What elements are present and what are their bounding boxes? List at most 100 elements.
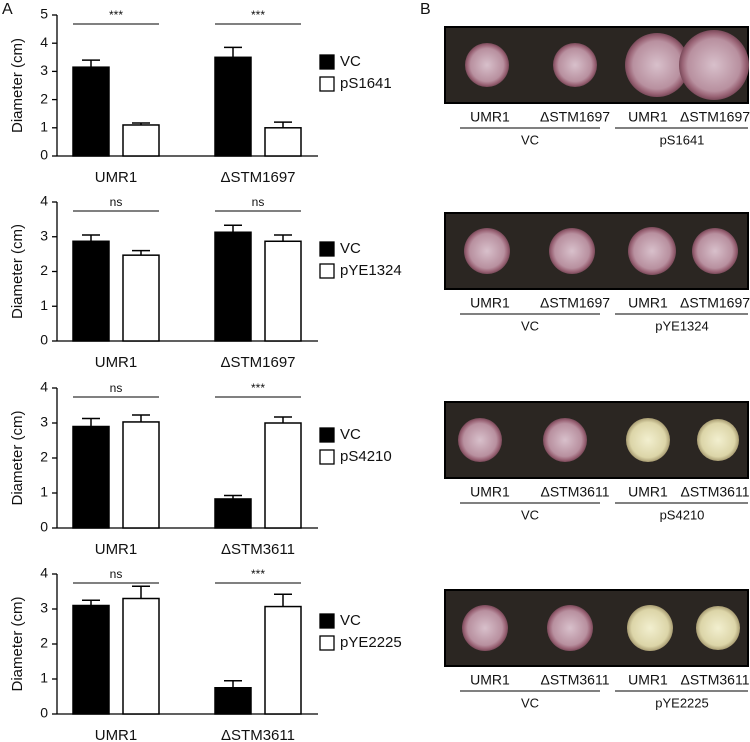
colony (626, 418, 670, 462)
y-tick-label: 2 (40, 262, 48, 278)
strain-label: ΔSTM3611 (680, 484, 749, 500)
y-tick-label: 1 (40, 670, 48, 686)
group-label: pS4210 (660, 507, 705, 522)
y-axis-label: Diameter (cm) (9, 224, 26, 319)
colony (462, 605, 508, 651)
legend-label: pYE2225 (340, 634, 402, 651)
strain-label: UMR1 (470, 484, 510, 500)
x-tick-label: UMR1 (95, 169, 138, 186)
y-tick-label: 4 (40, 193, 48, 209)
bar (264, 422, 302, 529)
bar (122, 597, 160, 715)
colony (543, 418, 587, 462)
colony (696, 606, 740, 650)
bar (264, 605, 302, 715)
x-tick-label: UMR1 (95, 541, 138, 558)
strain-label: UMR1 (470, 672, 510, 688)
strain-label: UMR1 (628, 295, 668, 311)
x-tick-label: ΔSTM3611 (221, 727, 295, 742)
x-tick-label: UMR1 (95, 354, 138, 371)
bar (214, 687, 252, 715)
strain-label: UMR1 (470, 295, 510, 311)
group-label: VC (521, 132, 539, 147)
y-tick-label: 5 (40, 6, 48, 22)
y-tick-label: 0 (40, 147, 48, 163)
significance-label: *** (251, 567, 265, 581)
significance-label: *** (251, 381, 265, 395)
x-tick-label: ΔSTM1697 (220, 354, 295, 371)
colony (625, 33, 689, 97)
y-tick-label: 3 (40, 227, 48, 243)
bar (72, 66, 110, 157)
legend-swatch (319, 613, 335, 629)
significance-label: ns (252, 195, 265, 209)
y-tick-label: 4 (40, 565, 48, 581)
legend-label: pYE1324 (340, 262, 402, 279)
group-label: VC (521, 318, 539, 333)
significance-label: *** (251, 8, 265, 22)
y-tick-label: 1 (40, 484, 48, 500)
legend-label: VC (340, 53, 361, 70)
strain-label: UMR1 (628, 109, 668, 125)
group-label: VC (521, 695, 539, 710)
strain-label: ΔSTM3611 (540, 672, 609, 688)
y-tick-label: 0 (40, 705, 48, 721)
bar (122, 421, 160, 529)
colony (465, 43, 509, 87)
colony (627, 605, 673, 651)
strain-label: ΔSTM3611 (540, 484, 609, 500)
legend-swatch (319, 76, 335, 92)
x-tick-label: ΔSTM3611 (221, 541, 295, 558)
x-tick-label: UMR1 (95, 727, 138, 742)
strain-label: ΔSTM1697 (680, 109, 750, 125)
bar (72, 240, 110, 342)
significance-label: ns (110, 567, 123, 581)
y-tick-label: 2 (40, 635, 48, 651)
y-axis-label: Diameter (cm) (9, 410, 26, 505)
legend-label: VC (340, 240, 361, 257)
legend-label: VC (340, 426, 361, 443)
bar (72, 604, 110, 715)
legend-swatch (319, 263, 335, 279)
colony (553, 43, 597, 87)
legend-swatch (319, 449, 335, 465)
bar (214, 56, 252, 157)
strain-label: UMR1 (628, 484, 668, 500)
x-tick-label: ΔSTM1697 (220, 169, 295, 186)
y-tick-label: 3 (40, 414, 48, 430)
strain-label: UMR1 (470, 109, 510, 125)
significance-label: ns (110, 195, 123, 209)
y-tick-label: 1 (40, 297, 48, 313)
colony (697, 419, 739, 461)
strain-label: ΔSTM1697 (680, 295, 750, 311)
colony (458, 418, 502, 462)
strain-label: ΔSTM3611 (680, 672, 749, 688)
panel-label: B (420, 1, 431, 18)
bar (264, 240, 302, 342)
y-axis-label: Diameter (cm) (9, 596, 26, 691)
bar (214, 498, 252, 529)
y-tick-label: 4 (40, 34, 48, 50)
bar (122, 254, 160, 342)
y-tick-label: 2 (40, 449, 48, 465)
significance-label: ns (110, 381, 123, 395)
bar (264, 127, 302, 157)
y-tick-label: 3 (40, 62, 48, 78)
colony (547, 605, 593, 651)
y-tick-label: 0 (40, 332, 48, 348)
bar (214, 231, 252, 342)
colony (549, 228, 595, 274)
y-axis-label: Diameter (cm) (9, 38, 26, 133)
legend-label: pS1641 (340, 75, 392, 92)
y-tick-label: 1 (40, 119, 48, 135)
strain-label: UMR1 (628, 672, 668, 688)
bar (122, 124, 160, 157)
y-tick-label: 2 (40, 90, 48, 106)
legend-swatch (319, 427, 335, 443)
colony (692, 228, 738, 274)
y-tick-label: 0 (40, 519, 48, 535)
legend-label: pS4210 (340, 448, 392, 465)
colony (464, 228, 510, 274)
panel-label: A (2, 1, 13, 18)
